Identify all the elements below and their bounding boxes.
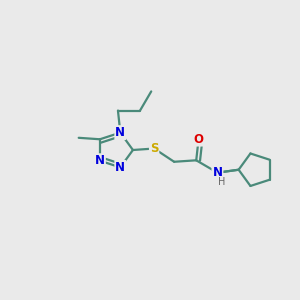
Text: N: N: [212, 166, 222, 179]
Text: N: N: [95, 154, 105, 167]
Text: N: N: [115, 161, 125, 174]
Text: H: H: [218, 176, 226, 187]
Text: N: N: [115, 126, 125, 139]
Text: S: S: [150, 142, 158, 155]
Text: O: O: [194, 133, 204, 146]
